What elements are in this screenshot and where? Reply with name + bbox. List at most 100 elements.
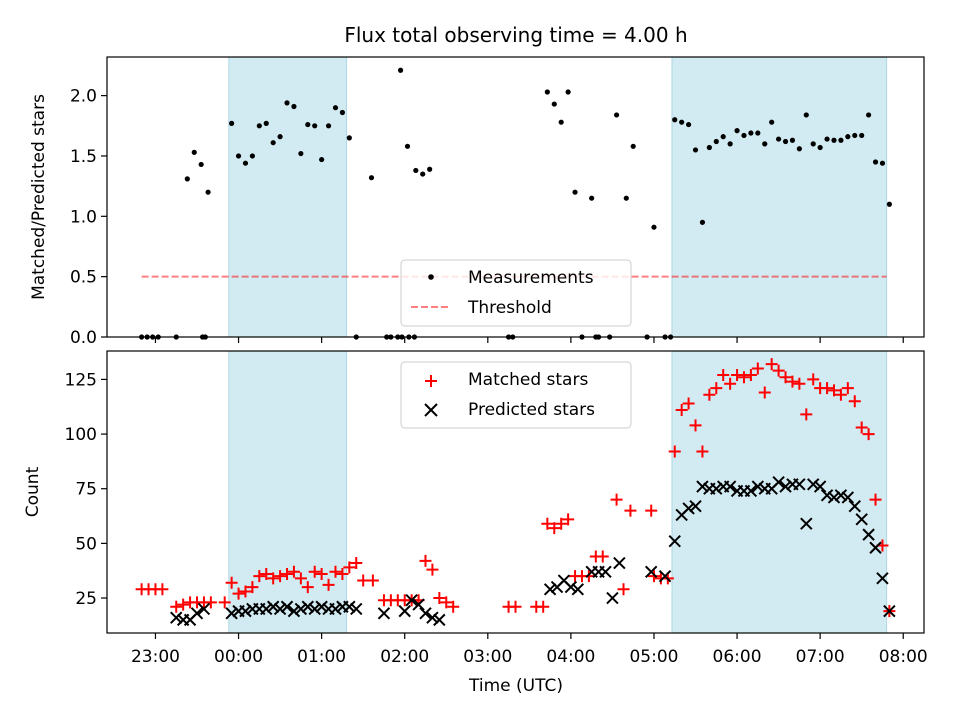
ratio-y-axis-label: Matched/Predicted stars	[29, 94, 49, 300]
predicted-star-point	[883, 604, 896, 618]
predicted-star-point	[744, 484, 758, 498]
matched-star-point	[827, 384, 840, 397]
predicted-star-point	[779, 480, 792, 493]
predicted-star-point	[834, 489, 848, 502]
measurement-point	[319, 156, 325, 163]
measurement-point	[404, 143, 411, 149]
measurement-point	[572, 189, 578, 195]
predicted-star-point	[841, 491, 855, 504]
matched-star-point	[617, 583, 630, 596]
matched-star-point	[758, 386, 771, 399]
measurement-point	[312, 123, 318, 129]
matched-star-point	[366, 574, 379, 587]
predicted-star-point	[329, 602, 342, 616]
measurement-point	[242, 160, 249, 166]
legend-matched-marker	[425, 375, 437, 387]
matched-star-point	[821, 382, 834, 395]
x-tick-label: 06:00	[713, 647, 762, 667]
measurement-point	[346, 135, 352, 141]
predicted-star-point	[658, 569, 672, 583]
predicted-star-point	[606, 591, 619, 605]
x-tick-label: 05:00	[629, 647, 678, 667]
measurement-point	[782, 138, 789, 145]
predicted-star-point	[696, 480, 709, 493]
predicted-star-point	[827, 491, 841, 504]
ratio-panel: 0.0 0.5 1.0 1.5 2.0	[70, 56, 925, 348]
measurement-point	[263, 120, 269, 126]
x-tick-label: 23:00	[131, 647, 180, 667]
predicted-star-point	[869, 541, 882, 554]
matched-star-point	[218, 596, 231, 609]
measurement-point	[198, 161, 204, 168]
legend-measurements-marker	[428, 274, 434, 280]
measurement-point	[298, 150, 304, 157]
measurement-point	[284, 100, 290, 106]
matched-star-point	[204, 596, 217, 609]
shaded-interval	[671, 56, 888, 338]
measurement-point	[692, 147, 699, 153]
measurement-point	[651, 224, 657, 230]
count-legend: Matched stars Predicted stars	[400, 361, 632, 429]
y-tick-label: 125	[65, 370, 97, 390]
matched-star-point	[765, 358, 778, 371]
measurement-point	[277, 134, 283, 140]
matched-star-point	[689, 419, 702, 432]
matched-star-point	[841, 382, 854, 395]
measurement-point	[191, 149, 197, 155]
matched-star-point	[419, 554, 432, 567]
predicted-star-point	[571, 583, 585, 596]
matched-star-point	[793, 377, 806, 390]
measurement-point	[589, 195, 595, 201]
matched-star-point	[447, 600, 460, 613]
predicted-star-point	[820, 489, 834, 502]
y-tick-label: 50	[75, 534, 97, 554]
matched-star-point	[287, 565, 300, 578]
measurement-point	[630, 143, 636, 149]
measurement-point	[817, 144, 823, 151]
matched-star-point	[744, 369, 757, 382]
measurement-point	[796, 146, 802, 152]
predicted-star-point	[800, 517, 813, 530]
x-axis-label: Time (UTC)	[468, 676, 563, 696]
matched-star-point	[710, 382, 723, 395]
predicted-star-point	[239, 604, 252, 618]
measurement-point	[762, 141, 768, 147]
count-panel: 25 50 75 100 125 23:00 00:00 01:00 02:00 03:00 04:…	[65, 350, 928, 667]
predicted-star-point	[170, 611, 183, 624]
matched-star-point	[541, 517, 554, 530]
measurement-point	[256, 123, 262, 129]
count-legend-box	[400, 361, 632, 429]
matched-star-point	[308, 565, 321, 578]
matched-star-point	[239, 585, 252, 598]
measurement-point	[720, 134, 726, 140]
predicted-star-point	[689, 500, 702, 513]
measurement-point	[810, 141, 816, 147]
y-tick-label: 100	[65, 425, 97, 445]
matched-star-point	[260, 567, 273, 580]
measurement-point	[305, 121, 311, 128]
legend-predicted-label: Predicted stars	[468, 400, 595, 420]
predicted-star-point	[644, 565, 658, 578]
measurement-point	[879, 160, 886, 166]
measurement-point	[866, 112, 872, 118]
matched-star-point	[170, 600, 183, 613]
measurement-point	[413, 167, 419, 174]
plot-frame	[106, 56, 925, 338]
matched-star-point	[433, 592, 446, 605]
measurement-point	[776, 136, 782, 142]
measurement-point	[699, 219, 706, 225]
matched-star-point	[779, 371, 792, 384]
predicted-star-point	[876, 572, 889, 585]
measurement-point	[852, 132, 858, 139]
ratio-legend: Measurements Threshold	[400, 259, 632, 327]
measurement-point	[838, 137, 844, 143]
matched-star-point	[509, 600, 522, 613]
matched-star-point	[834, 388, 847, 401]
measurement-point	[803, 112, 809, 118]
measurement-point	[291, 103, 297, 110]
matched-star-point	[703, 388, 716, 401]
measurement-point	[748, 130, 754, 136]
matched-star-point	[610, 493, 623, 506]
matched-star-point	[555, 517, 568, 530]
y-tick-label: 25	[75, 589, 97, 609]
